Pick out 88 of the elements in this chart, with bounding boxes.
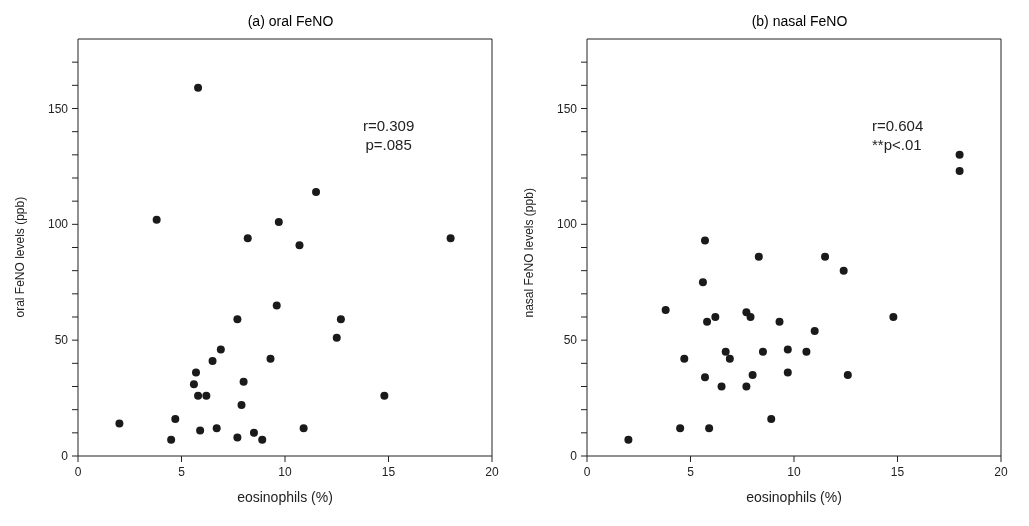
point [624,435,633,444]
point [171,414,180,423]
point [889,313,898,321]
point [721,347,730,356]
point [332,333,341,342]
point [233,315,242,324]
y-tick-label: 50 [563,333,578,348]
point [700,236,709,245]
y-tick-label: 0 [61,449,69,463]
y-tick-label: 0 [570,449,578,463]
x-tick-label: 20 [994,465,1008,479]
point [676,424,685,433]
x-tick-label: 10 [278,465,292,479]
point [742,382,751,391]
point [698,278,707,287]
point [955,150,964,159]
point [258,435,267,444]
x-tick-label: 15 [381,465,396,479]
point [758,347,767,356]
point [839,266,848,275]
point [748,370,757,379]
x-tick-label: 20 [485,465,499,479]
y-axis-title: nasal FeNO levels (ppb) [522,188,537,318]
point [194,391,203,400]
point [239,377,248,386]
point [312,187,321,196]
x-tick-label: 5 [687,465,695,479]
point [754,252,763,261]
point [746,313,755,321]
point [661,306,670,315]
point [274,218,283,227]
x-axis-title: eosinophils (%) [746,489,842,505]
point [299,424,308,433]
point [115,419,124,428]
point [725,354,734,363]
point [680,354,689,363]
annotation: r=0.309 [363,116,415,135]
point [843,370,852,379]
point [810,326,819,335]
point [783,345,792,354]
y-tick-label: 150 [556,101,578,116]
y-tick-label: 50 [54,333,69,348]
point [152,215,161,224]
point [272,301,281,310]
x-axis-title: eosinophils (%) [237,489,333,505]
chart-title: (a) oral FeNO [246,12,335,31]
x-tick-label: 0 [74,465,82,479]
y-axis-title: oral FeNO levels (ppb) [13,196,28,318]
point [802,347,811,356]
point [821,252,830,261]
x-tick-label: 10 [787,465,801,479]
point [216,345,225,354]
x-tick-label: 0 [583,465,591,479]
x-tick-label: 15 [890,465,905,479]
x-tick-label: 5 [178,465,186,479]
point [711,313,720,321]
y-tick-label: 150 [47,101,69,116]
y-tick-label: 100 [556,217,578,232]
point [783,368,792,377]
y-tick-label: 100 [47,217,69,232]
point [243,234,252,243]
point [336,315,345,324]
chart-title: (b) nasal FeNO [750,12,849,31]
point [703,317,712,326]
annotation: p=.085 [364,135,413,154]
point [767,414,776,423]
point [705,424,714,433]
point [196,426,205,435]
point [295,241,304,250]
point [212,424,221,433]
point [167,435,176,444]
point [380,391,389,400]
point [775,317,784,326]
point [266,354,275,363]
point [955,167,964,176]
point [717,382,726,391]
point [194,83,203,92]
point [249,428,258,437]
annotation: r=0.604 [872,116,924,135]
point [202,391,211,400]
point [208,357,217,366]
point [237,401,246,410]
point [191,368,200,377]
point [189,380,198,389]
annotation: **p<.01 [872,135,923,154]
point [446,234,455,243]
point [233,433,242,442]
point [700,373,709,382]
